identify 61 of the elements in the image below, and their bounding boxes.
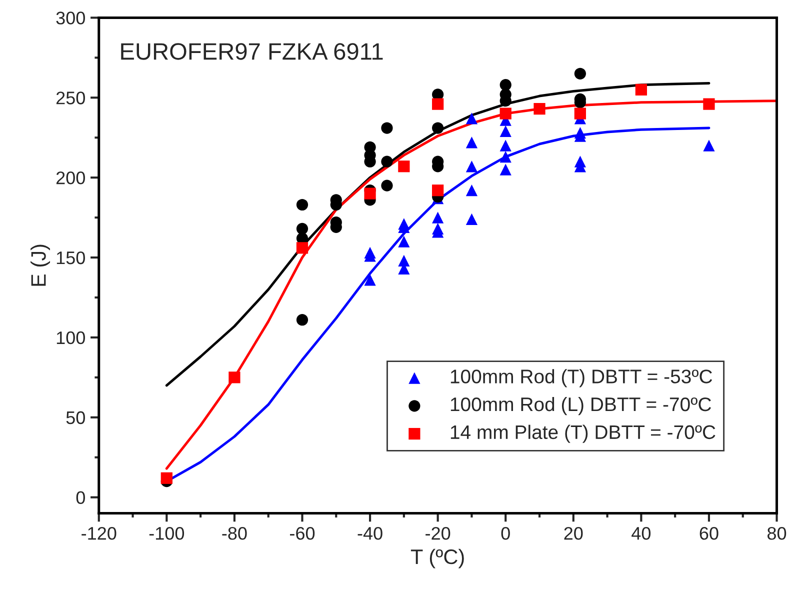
y-tick-label: 200: [56, 172, 85, 184]
point: [534, 103, 546, 115]
x-tick-label: -20: [426, 526, 450, 540]
y-tick-label: 100: [56, 331, 85, 344]
point: [381, 180, 393, 192]
line-series: [165, 82, 710, 387]
point: [398, 236, 410, 248]
x-tick-label: 80: [768, 526, 786, 540]
point: [500, 164, 512, 176]
x-tick-label: 0: [501, 526, 510, 540]
x-tick-label: 60: [700, 526, 718, 540]
point: [432, 122, 444, 134]
point: [500, 125, 512, 138]
y-tick-label: 50: [66, 411, 85, 424]
point: [296, 314, 308, 326]
point: [466, 160, 478, 172]
point: [574, 68, 586, 80]
x-axis-title: T (ºC): [410, 548, 464, 568]
point: [466, 184, 478, 196]
point: [228, 372, 240, 384]
x-tick-label: 20: [564, 526, 583, 540]
x-tick-label: -100: [149, 526, 184, 540]
point: [500, 140, 512, 152]
point: [296, 198, 308, 211]
point: [398, 254, 410, 267]
point: [432, 98, 444, 110]
point: [160, 472, 172, 484]
point: [398, 160, 410, 172]
x-tick-label: -60: [290, 526, 315, 540]
y-tick-label: 0: [76, 491, 85, 504]
y-axis-title: E (J): [30, 244, 50, 286]
point: [466, 213, 478, 225]
text: EUROFER97 FZKA 6911: [121, 43, 383, 60]
point: [466, 136, 478, 148]
point: [364, 274, 376, 286]
legend-label: 14 mm Plate (T) DBTT = -70ºC: [450, 424, 716, 443]
point: [500, 108, 512, 120]
point: [703, 98, 715, 110]
point: [574, 108, 586, 120]
point: [381, 156, 393, 168]
point: [500, 150, 512, 163]
point: [500, 79, 512, 91]
point: [296, 242, 308, 254]
y-tick-label: 250: [56, 92, 85, 104]
point: [466, 112, 478, 124]
x-tick-label: -40: [358, 526, 382, 540]
point: [432, 184, 444, 196]
y-tick-label: 300: [56, 12, 85, 24]
legend-label: 100mm Rod (L) DBTT = -70ºC: [450, 396, 712, 416]
point: [432, 212, 444, 224]
point: [296, 222, 308, 235]
point: [703, 140, 715, 152]
x-tick-label: 40: [632, 526, 651, 540]
x-tick-label: -80: [222, 526, 247, 540]
point: [635, 84, 647, 96]
line-series: [165, 100, 777, 470]
legend-label: 100mm Rod (T) DBTT = -53ºC: [450, 369, 712, 388]
x-tick-label: -120: [82, 526, 116, 540]
point: [381, 122, 393, 134]
y-tick-label: 150: [56, 251, 85, 264]
point: [364, 188, 376, 200]
